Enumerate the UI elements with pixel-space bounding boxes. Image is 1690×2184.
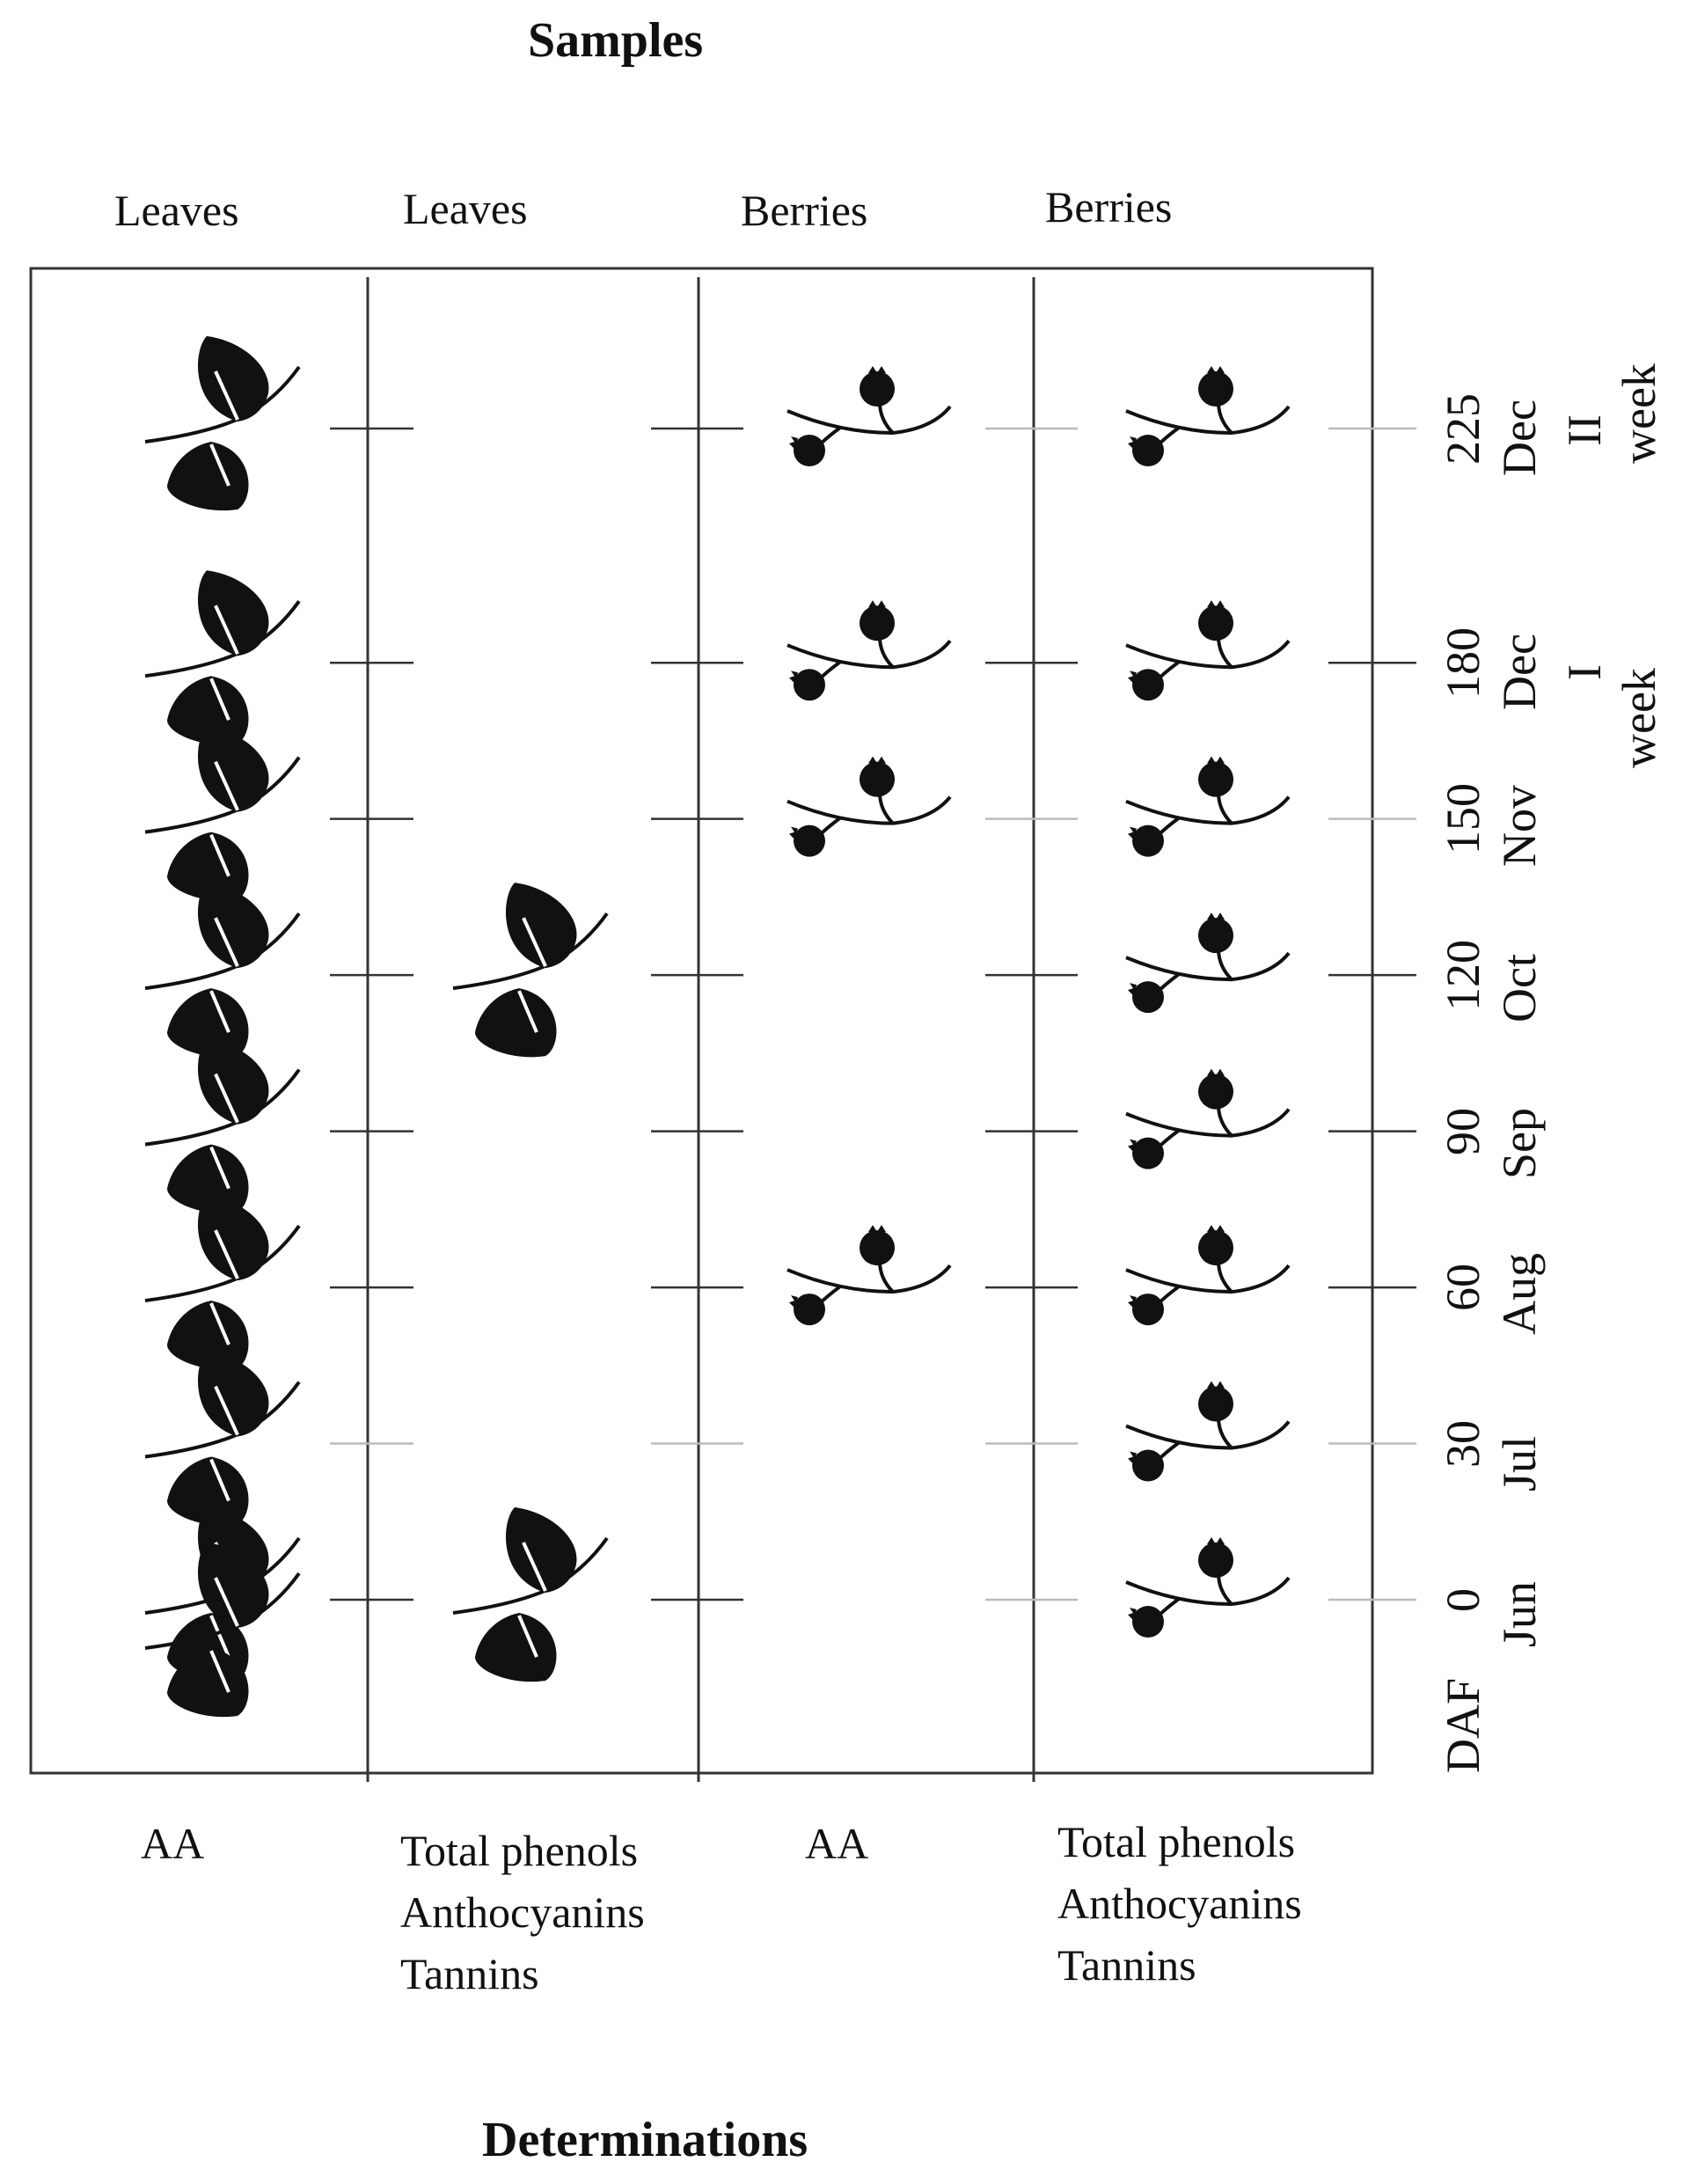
berry-icon [1125,1068,1291,1169]
determination-item: Total phenols [400,1826,639,1875]
month-label: Nov [1493,784,1546,867]
month-label: Oct [1493,954,1546,1023]
berry-icon [786,600,952,701]
leaf-icon [452,1507,609,1682]
daf-value: 0 [1437,1587,1489,1612]
diagram-frame [29,267,1374,1775]
column-header-leaves-phenols: Leaves [403,184,528,233]
daf-value: 90 [1437,1107,1489,1155]
column-header-berries-aa: Berries [741,186,868,235]
determination-item: Total phenols [1057,1817,1296,1866]
column-header-berries-phenols: Berries [1045,182,1173,231]
determination-item: AA [141,1819,205,1868]
berry-icon [786,756,952,857]
leaf-icon [452,883,609,1058]
leaf-icon [144,1195,301,1370]
daf-value: 225 [1437,392,1489,465]
determination-item: Tannins [400,1949,539,1998]
daf-axis-label: DAF [1437,1677,1489,1773]
month-label: Jul [1493,1435,1546,1491]
week-number-label: I [1558,664,1611,681]
leaf-icon [144,1038,301,1213]
determination-berries-aa: AA [805,1813,868,1874]
determination-leaves-aa: AA [141,1813,204,1874]
berry-icon [1125,1537,1291,1638]
month-label: Jun [1493,1580,1546,1647]
diagram-title-samples: Samples [528,13,704,68]
leaf-icon [144,726,301,901]
determination-item: AA [805,1819,869,1868]
week-label: week [1613,363,1665,464]
determination-item: Tannins [1057,1940,1196,1990]
berry-icon [1125,912,1291,1014]
leaf-icon [144,570,301,745]
leaf-icon [144,1351,301,1526]
month-label: Dec [1493,634,1546,711]
berry-icon [1125,366,1291,466]
daf-value: 30 [1437,1419,1489,1468]
daf-value: 180 [1437,627,1489,699]
daf-value: 60 [1437,1264,1489,1312]
daf-value: 120 [1437,939,1489,1011]
week-number-label: II [1558,414,1611,446]
berry-icon [786,366,952,466]
month-label: Aug [1493,1253,1546,1336]
berry-icon [786,1225,952,1326]
berry-icon [1125,1381,1291,1482]
month-label: Sep [1493,1107,1546,1179]
week-label: week [1613,668,1665,769]
daf-value: 150 [1437,783,1489,855]
determination-item: Anthocyanins [1057,1879,1302,1928]
leaf-icon [144,336,301,511]
determination-berries-phenols: Total phenols Anthocyanins Tannins [1057,1811,1302,1996]
column-header-leaves-aa: Leaves [114,186,239,235]
leaf-icon [144,883,301,1058]
berry-icon [1125,1225,1291,1326]
month-label: Dec [1493,399,1546,476]
berry-icon [1125,756,1291,857]
diagram-title-determinations: Determinations [482,2113,808,2167]
leaf-icon [144,1543,301,1718]
determination-leaves-phenols: Total phenols Anthocyanins Tannins [400,1820,645,2004]
determination-item: Anthocyanins [400,1887,645,1937]
berry-icon [1125,600,1291,701]
